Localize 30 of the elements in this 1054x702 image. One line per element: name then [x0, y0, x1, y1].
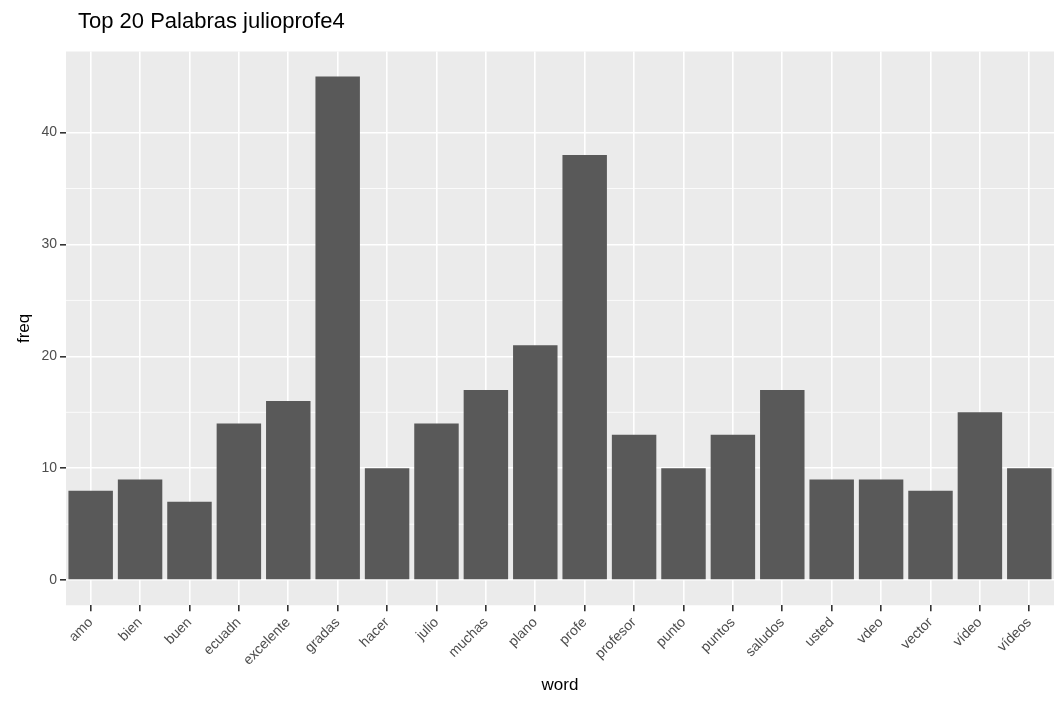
- bar: [957, 412, 1003, 580]
- x-axis-title: word: [540, 675, 579, 695]
- x-tick-label: bien: [114, 613, 145, 644]
- bar: [117, 479, 163, 580]
- bar: [513, 345, 558, 580]
- y-tick-label: 20: [41, 347, 58, 364]
- bar: [710, 434, 756, 580]
- bar: [661, 468, 706, 580]
- y-tick-label: 10: [41, 459, 58, 476]
- chart-title: Top 20 Palabras julioprofe4: [78, 8, 345, 34]
- bar: [1007, 468, 1052, 580]
- bar: [315, 76, 360, 580]
- bar: [611, 434, 657, 580]
- bar: [809, 479, 854, 580]
- bar: [167, 501, 212, 580]
- bar: [463, 389, 509, 580]
- bar: [216, 423, 262, 580]
- y-tick-label: 0: [49, 571, 58, 588]
- bar: [364, 468, 410, 580]
- bar: [858, 479, 904, 580]
- x-tick-label: amo: [64, 613, 96, 645]
- bar: [266, 401, 311, 580]
- bar: [760, 389, 805, 580]
- bar: [414, 423, 459, 580]
- y-axis-title: freq: [13, 313, 33, 344]
- y-tick-label: 30: [41, 235, 58, 252]
- bar: [68, 490, 113, 580]
- bar: [908, 490, 953, 580]
- bar: [562, 154, 607, 580]
- y-tick-label: 40: [41, 123, 58, 140]
